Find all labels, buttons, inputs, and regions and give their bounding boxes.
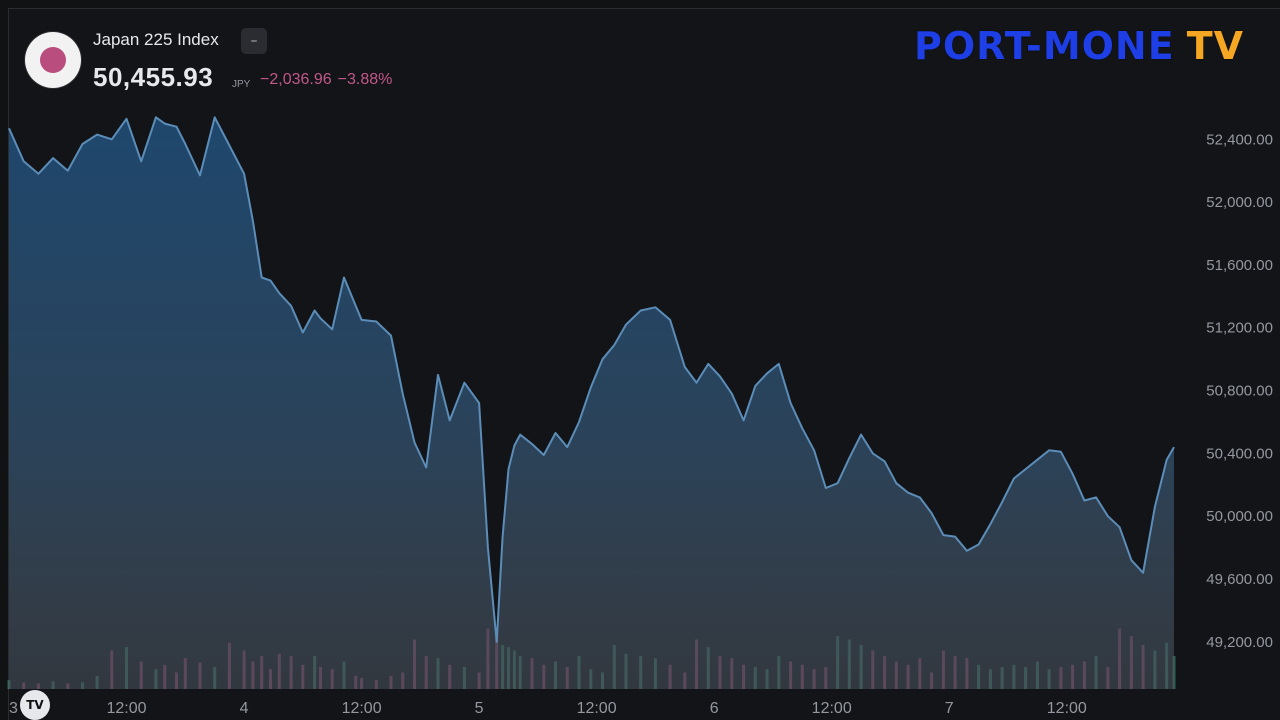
change-value: −2,036.96 (260, 71, 332, 88)
price-series-line (8, 116, 1175, 643)
x-tick-label: 7 (945, 700, 954, 717)
symbol-menu-button[interactable]: – (241, 28, 267, 54)
y-axis: 52,400.00 52,000.00 51,600.00 51,200.00 50,8… (1206, 131, 1273, 651)
price-change: −2,036.96 −3.88% (260, 71, 392, 89)
logo-tv-text: TV (1186, 24, 1245, 68)
x-tick-label: 12:00 (812, 700, 852, 717)
y-tick-label: 49,200.00 (1206, 634, 1273, 651)
logo-main-text: PORT-MONE (914, 24, 1175, 68)
x-axis: 3 12:00 4 12:00 5 12:00 6 12:00 7 12:00 (9, 700, 1087, 717)
y-tick-label: 50,000.00 (1206, 508, 1273, 525)
change-percent: −3.88% (337, 71, 393, 88)
symbol-name[interactable]: Japan 225 Index (93, 30, 219, 49)
y-tick-label: 50,800.00 (1206, 383, 1273, 400)
y-tick-label: 49,600.00 (1206, 571, 1273, 588)
x-tick-label: 4 (240, 700, 249, 717)
port-mone-tv-logo: PORT-MONE TV (914, 24, 1244, 68)
y-tick-label: 52,400.00 (1206, 131, 1273, 148)
y-tick-label: 52,000.00 (1206, 194, 1273, 211)
price-area (9, 117, 1174, 690)
japan-flag-icon (25, 32, 81, 88)
x-tick-label: 12:00 (577, 700, 617, 717)
x-tick-label: 6 (710, 700, 719, 717)
y-tick-label: 50,400.00 (1206, 445, 1273, 462)
y-tick-label: 51,600.00 (1206, 257, 1273, 274)
x-tick-label: 12:00 (106, 700, 146, 717)
last-price: 50,455.93 (93, 62, 214, 92)
x-tick-label: 3 (9, 700, 18, 717)
currency-label: JPY (232, 79, 251, 90)
x-tick-label: 12:00 (342, 700, 382, 717)
price-line (8, 116, 1175, 643)
x-tick-label: 5 (475, 700, 484, 717)
y-tick-label: 51,200.00 (1206, 320, 1273, 337)
x-tick-label: 12:00 (1047, 700, 1087, 717)
tradingview-logo-icon[interactable]: TV (20, 690, 50, 720)
